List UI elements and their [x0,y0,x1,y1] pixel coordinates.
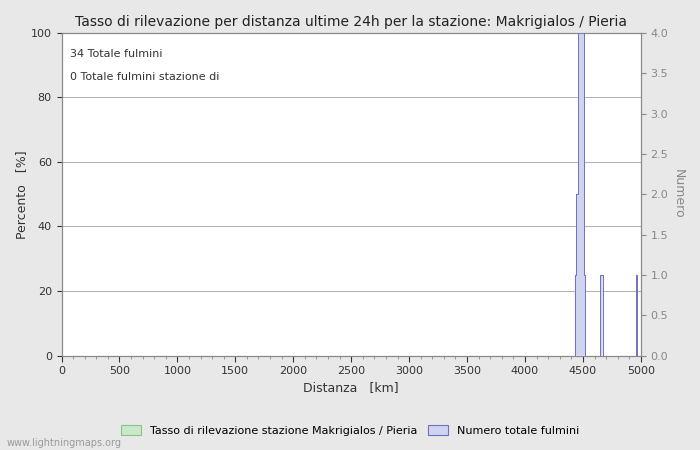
Y-axis label: Percento   [%]: Percento [%] [15,150,28,238]
Y-axis label: Numero: Numero [672,169,685,219]
X-axis label: Distanza   [km]: Distanza [km] [303,382,399,395]
Legend: Tasso di rilevazione stazione Makrigialos / Pieria, Numero totale fulmini: Tasso di rilevazione stazione Makrigialo… [116,420,584,440]
Text: 0 Totale fulmini stazione di: 0 Totale fulmini stazione di [70,72,220,81]
Text: 34 Totale fulmini: 34 Totale fulmini [70,49,162,59]
Text: www.lightningmaps.org: www.lightningmaps.org [7,438,122,448]
Title: Tasso di rilevazione per distanza ultime 24h per la stazione: Makrigialos / Pier: Tasso di rilevazione per distanza ultime… [75,15,627,29]
